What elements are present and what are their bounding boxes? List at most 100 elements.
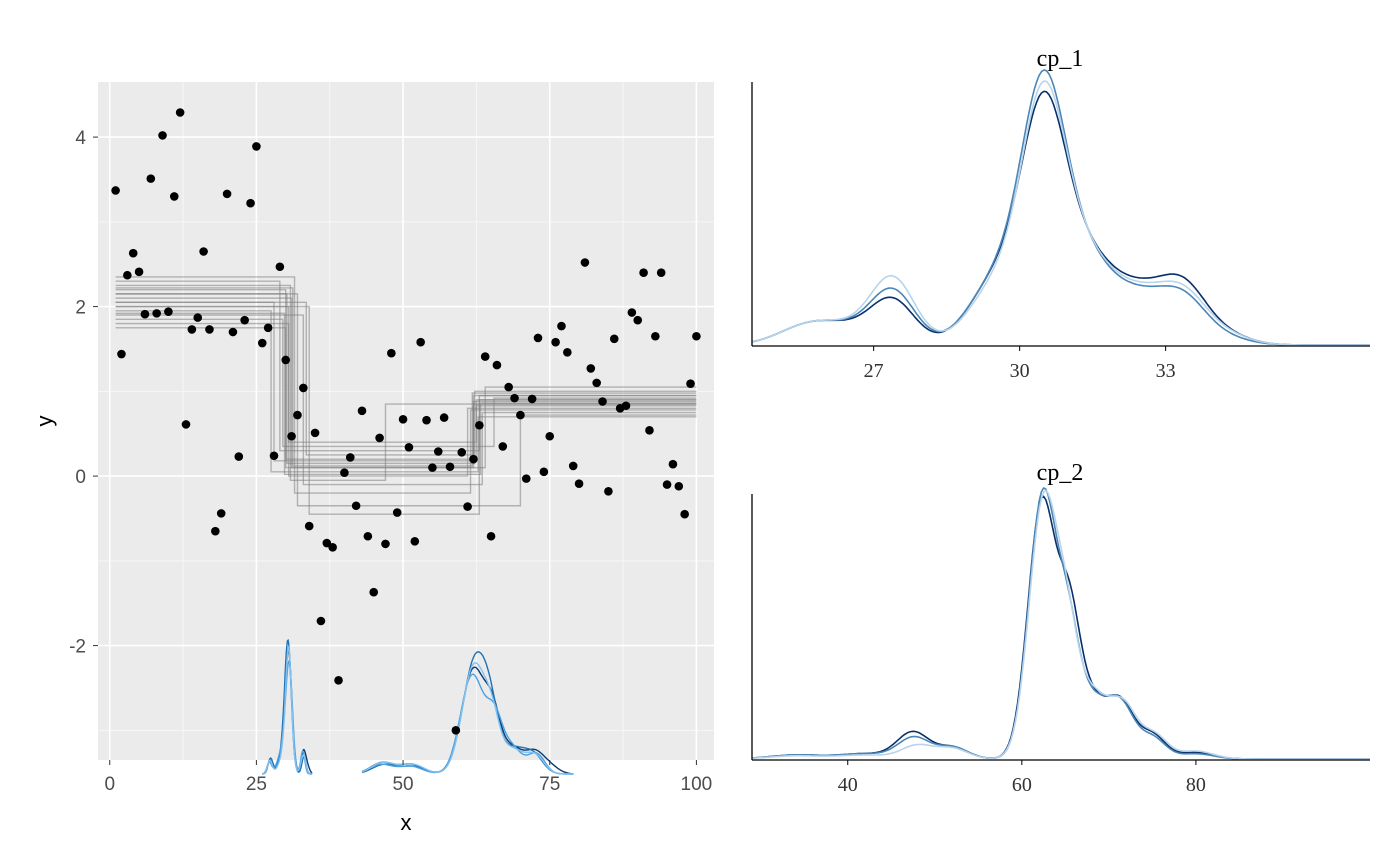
data-point [668, 459, 678, 469]
data-point [580, 258, 590, 267]
cp1-panel: cp_1 27 30 33 [751, 46, 1370, 382]
data-point [158, 131, 167, 140]
data-point [439, 413, 449, 422]
data-point [117, 349, 126, 359]
chain-density [751, 486, 1370, 760]
data-point [674, 481, 684, 491]
data-point [662, 480, 672, 489]
data-point [381, 539, 390, 549]
data-point [216, 509, 226, 518]
data-point [457, 448, 467, 457]
data-point [387, 348, 396, 358]
data-point [269, 451, 279, 461]
data-point [651, 331, 660, 341]
cp2-panel: cp_2 40 60 80 [751, 460, 1370, 796]
data-point [568, 461, 578, 471]
data-point [545, 431, 555, 441]
data-point [375, 433, 384, 443]
data-point [586, 364, 596, 373]
data-point [175, 108, 185, 117]
data-point [199, 247, 208, 256]
y-tick-label: -2 [69, 637, 86, 658]
data-point [246, 198, 255, 208]
data-point [557, 321, 566, 331]
cp1-axis-ticks: 27 30 33 [864, 346, 1176, 382]
data-point [627, 308, 637, 317]
data-point [656, 268, 666, 277]
chain-density [751, 489, 1370, 760]
x-tick-label: 33 [1156, 360, 1176, 382]
data-point [639, 268, 648, 277]
data-point [345, 453, 355, 462]
cp2-axis-ticks: 40 60 80 [838, 760, 1206, 796]
cp2-title: cp_2 [1037, 460, 1084, 486]
data-point [486, 531, 496, 541]
data-point [304, 521, 314, 531]
data-point [469, 454, 478, 464]
data-point [480, 352, 490, 361]
data-point [504, 382, 513, 392]
data-point [609, 334, 619, 344]
data-point [193, 313, 203, 322]
data-point [422, 415, 431, 425]
chain-density [751, 495, 1370, 760]
data-point [598, 397, 607, 406]
data-point [328, 542, 337, 552]
data-point [181, 420, 191, 429]
data-point [228, 327, 238, 337]
data-point [533, 333, 543, 343]
data-point [351, 501, 361, 511]
data-point [252, 142, 261, 151]
data-point [111, 186, 120, 195]
fit-line [115, 310, 697, 473]
fit-line [115, 327, 697, 469]
data-point [257, 338, 267, 348]
data-point [164, 307, 173, 316]
chain-density [751, 90, 1370, 346]
data-point [592, 378, 601, 388]
data-point [492, 360, 502, 370]
overlay-density-cp2 [361, 662, 574, 775]
x-tick-label: 100 [681, 774, 713, 795]
overlay-density-cp1 [262, 660, 313, 775]
x-tick-label: 27 [864, 360, 884, 382]
data-point [240, 315, 249, 325]
data-point [451, 726, 461, 735]
data-point [521, 474, 531, 483]
fit-line [115, 284, 697, 482]
data-point [369, 587, 379, 597]
data-point [281, 355, 291, 365]
y-axis-title: y [32, 416, 57, 427]
fit-line [115, 318, 697, 448]
fit-line [115, 287, 697, 467]
x-tick-label: 80 [1186, 774, 1206, 796]
data-point [211, 526, 220, 536]
x-axis-title: x [401, 810, 412, 835]
data-point [445, 462, 455, 472]
y-tick-label: 0 [75, 467, 86, 488]
data-point [134, 267, 144, 277]
data-point [299, 383, 308, 393]
cp-density-overlay [262, 638, 574, 775]
data-point [692, 331, 701, 341]
data-point [574, 479, 584, 489]
x-tick-label: 50 [392, 774, 413, 795]
data-point [340, 468, 349, 477]
data-point [310, 428, 320, 438]
x-tick-label: 40 [838, 774, 858, 796]
data-point [140, 309, 150, 319]
cp2-density-curves [751, 486, 1370, 760]
y-tick-label: 4 [75, 128, 86, 149]
data-point [433, 447, 443, 456]
data-point [187, 325, 197, 334]
data-point [463, 502, 472, 511]
data-point [621, 401, 631, 411]
data-point [410, 537, 420, 546]
data-point [123, 270, 132, 280]
data-point [363, 531, 373, 541]
chain-density [751, 80, 1370, 346]
chain-density [751, 69, 1370, 346]
data-point [510, 393, 519, 403]
data-point [633, 315, 643, 325]
data-point [392, 508, 402, 517]
